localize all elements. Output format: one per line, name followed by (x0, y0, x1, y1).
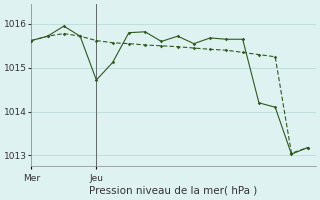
X-axis label: Pression niveau de la mer( hPa ): Pression niveau de la mer( hPa ) (90, 186, 258, 196)
